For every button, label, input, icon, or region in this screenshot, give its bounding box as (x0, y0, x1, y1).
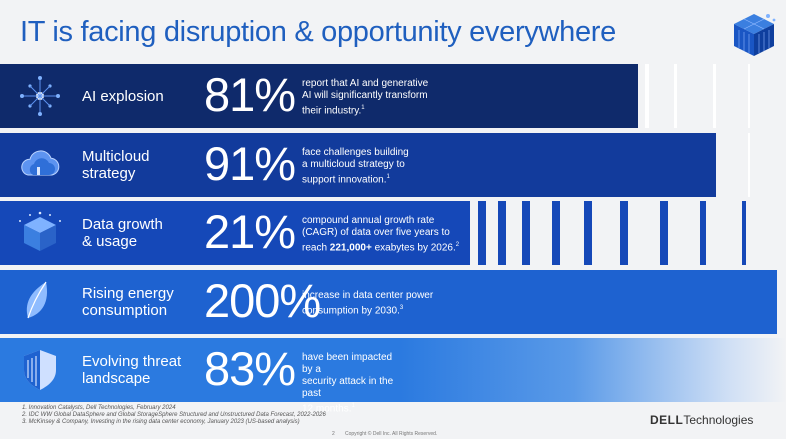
stat-row-energy: Rising energy consumption 200% increase … (0, 270, 777, 334)
page-number: 2 (332, 431, 335, 437)
stat-row-data-growth: Data growth & usage 21% compound annual … (0, 201, 470, 265)
row-description: have been impacted by a security attack … (302, 352, 394, 415)
footnotes: 1. Innovation Catalysts, Dell Technologi… (22, 405, 326, 425)
cube-logo-icon (734, 14, 776, 56)
row-label: Multicloud strategy (82, 148, 150, 182)
data-cube-icon (19, 211, 61, 251)
cloud-icon (21, 150, 60, 176)
stat-row-threat: Evolving threat landscape 83% have been … (0, 338, 400, 414)
row-description: increase in data center power consumptio… (302, 290, 434, 317)
shield-icon (24, 350, 56, 390)
dell-technologies-logo: DELLTechnologies (650, 413, 754, 427)
row-label: AI explosion (82, 88, 164, 105)
stat-row-ai-explosion: AI explosion 81% report that AI and gene… (0, 64, 638, 128)
ai-network-icon (20, 76, 60, 116)
row-label: Data growth & usage (82, 216, 163, 250)
row-description: report that AI and generative AI will si… (302, 78, 429, 117)
row-description: compound annual growth rate (CAGR) of da… (302, 215, 460, 254)
row-label: Evolving threat landscape (82, 353, 182, 387)
row-percent: 91% (204, 137, 296, 190)
row-description: face challenges building a multicloud st… (302, 147, 409, 186)
row-label: Rising energy consumption (82, 285, 174, 319)
row-percent: 83% (204, 342, 296, 395)
row-percent: 21% (204, 205, 296, 258)
row-percent: 81% (204, 68, 296, 121)
page-title: IT is facing disruption & opportunity ev… (20, 16, 616, 48)
leaf-icon (26, 281, 48, 319)
row-percent: 200% (204, 274, 321, 327)
stat-row-multicloud: Multicloud strategy 91% face challenges … (0, 133, 716, 197)
copyright: Copyright © Dell Inc. All Rights Reserve… (345, 431, 438, 437)
